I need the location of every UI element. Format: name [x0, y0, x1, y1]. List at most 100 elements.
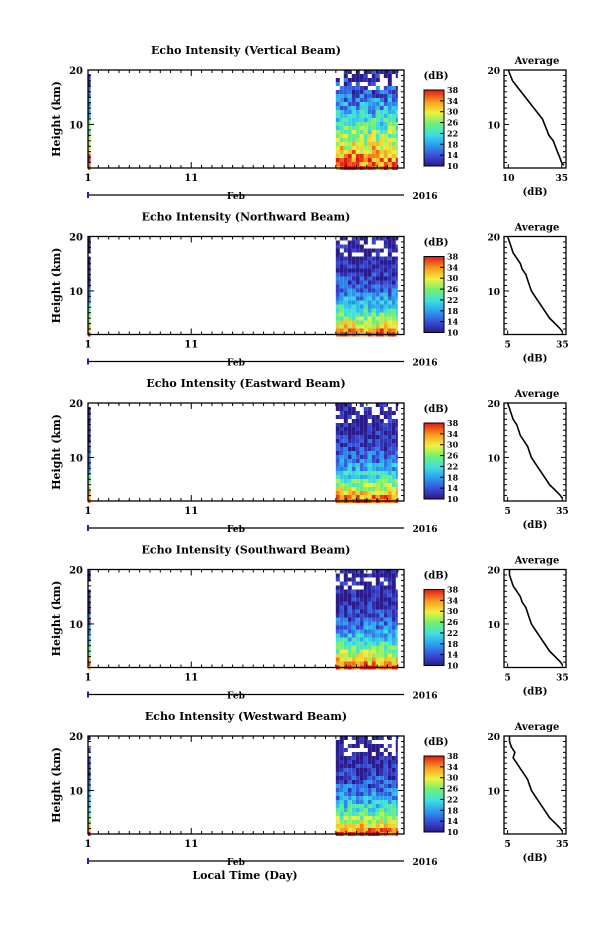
heatmap-cell [387, 94, 392, 98]
heatmap-cell [387, 601, 392, 606]
heatmap-cell [351, 475, 356, 479]
heatmap-cell [383, 276, 388, 281]
heatmap-cell [359, 597, 364, 602]
heatmap-cell [339, 146, 344, 150]
heatmap-cell [347, 328, 352, 333]
heatmap-cell [387, 471, 392, 475]
heatmap-cell [351, 244, 356, 249]
heatmap-cell [379, 288, 384, 293]
heatmap-cell [88, 86, 91, 90]
heatmap-cell [363, 304, 368, 309]
heatmap-cell [379, 760, 384, 764]
heatmap-cell [347, 240, 352, 245]
heatmap-cell [339, 760, 344, 764]
heatmap-cell [371, 589, 376, 594]
heatmap-cell [363, 573, 368, 578]
heatmap-cell [335, 816, 340, 820]
heatmap-cell [359, 439, 364, 443]
x-tick-label: 1 [85, 839, 92, 850]
heatmap-cell [351, 268, 356, 273]
heatmap-cell [363, 312, 368, 317]
heatmap-cell [339, 752, 344, 756]
heatmap-cell [339, 479, 344, 483]
heatmap-cell [359, 621, 364, 626]
heatmap-cell [355, 661, 360, 666]
heatmap-cell [371, 248, 376, 253]
heatmap-cell [343, 304, 348, 309]
heatmap-cell [335, 106, 340, 110]
heatmap-cell [343, 439, 348, 443]
heatmap-cell [379, 764, 384, 768]
heatmap-cell [351, 645, 356, 650]
heatmap-cell [347, 597, 352, 602]
beam-panel: Echo Intensity (Vertical Beam)Height (km… [50, 44, 568, 202]
heatmap-cell [363, 820, 368, 824]
heatmap-cell [371, 308, 376, 313]
x-tick-label: 11 [184, 340, 198, 351]
heatmap-cell [387, 467, 392, 471]
heatmap-cell [375, 308, 380, 313]
heatmap-cell [339, 597, 344, 602]
heatmap-cell [367, 162, 372, 166]
heatmap-cell [391, 240, 396, 245]
heatmap-cell [343, 645, 348, 650]
heatmap-cell [371, 824, 376, 828]
heatmap-cell [375, 288, 380, 293]
heatmap-cell [367, 479, 372, 483]
heatmap-cell [379, 130, 384, 134]
heatmap-cell [387, 483, 392, 487]
heatmap-cell [355, 471, 360, 475]
heatmap-cell [343, 637, 348, 642]
heatmap-cell [367, 804, 372, 808]
heatmap-cell [383, 800, 388, 804]
heatmap-cell [363, 86, 368, 90]
heatmap-cell [343, 625, 348, 630]
heatmap-cell [343, 280, 348, 285]
heatmap-cell [375, 752, 380, 756]
heatmap-cell [355, 288, 360, 293]
heatmap-cell [395, 784, 398, 788]
heatmap-cell [339, 637, 344, 642]
heatmap-cell [351, 601, 356, 606]
heatmap-cell [387, 90, 392, 94]
heatmap-cell [355, 272, 360, 277]
heatmap-cell [347, 633, 352, 638]
heatmap-cell [347, 764, 352, 768]
heatmap-cell [88, 74, 91, 78]
heatmap-cell [359, 74, 364, 78]
heatmap-cell [343, 272, 348, 277]
heatmap-cell [88, 645, 91, 650]
heatmap-cell [367, 597, 372, 602]
heatmap-cell [339, 264, 344, 269]
heatmap-cell [355, 593, 360, 598]
heatmap-cell [367, 491, 372, 495]
heatmap-cell [359, 613, 364, 618]
colorbar-unit: (dB) [424, 404, 449, 415]
heatmap-cell [383, 573, 388, 578]
heatmap-cell [395, 308, 398, 313]
x-tick-label: 1 [85, 673, 92, 684]
heatmap-cell [387, 760, 392, 764]
heatmap-cell [347, 772, 352, 776]
heatmap-cell [88, 102, 91, 106]
heatmap-cell [383, 641, 388, 646]
heatmap-cell [363, 324, 368, 329]
heatmap-cell [383, 459, 388, 463]
heatmap-cell [367, 760, 372, 764]
heatmap-cell [371, 150, 376, 154]
heatmap-cell [387, 451, 392, 455]
heatmap-cell [375, 463, 380, 467]
heatmap-cell [371, 653, 376, 658]
heatmap-cell [339, 756, 344, 760]
heatmap-cell [359, 328, 364, 333]
heatmap-cell [335, 756, 340, 760]
heatmap-cell [391, 812, 396, 816]
heatmap-cell [391, 451, 396, 455]
heatmap-cell [367, 320, 372, 325]
heatmap-cell [395, 463, 398, 467]
heatmap-cell [391, 661, 396, 666]
heatmap-cell [363, 154, 368, 158]
heatmap-cell [363, 142, 368, 146]
heatmap-cell [383, 102, 388, 106]
heatmap-cell [387, 118, 392, 122]
